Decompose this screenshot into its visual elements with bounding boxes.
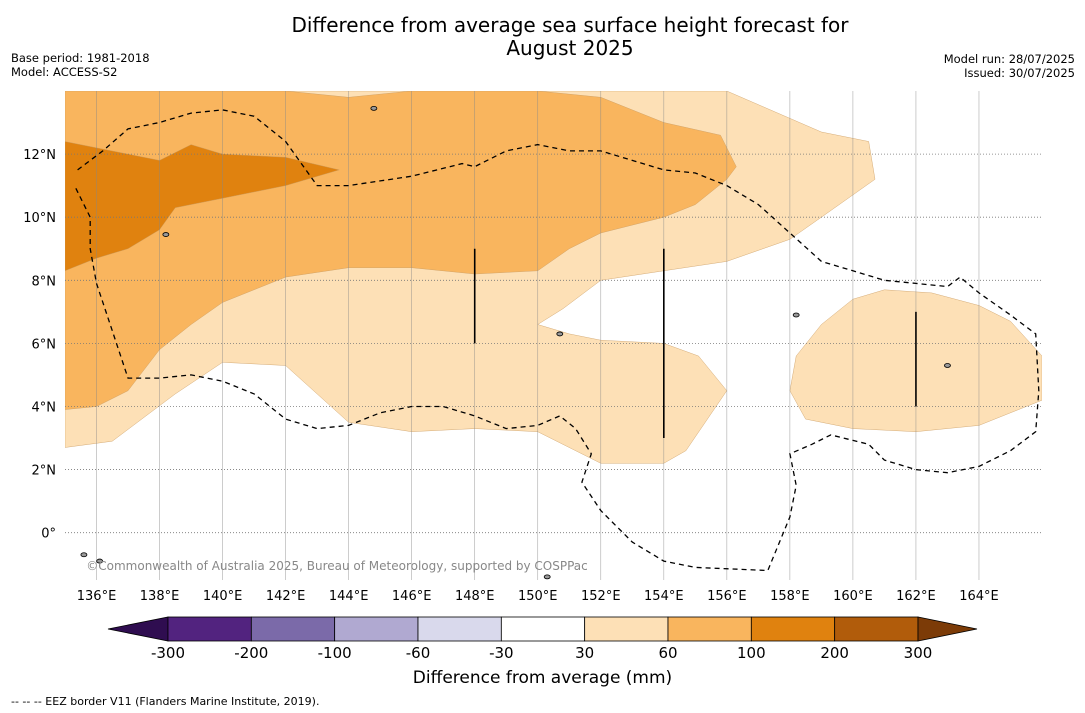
island-4 [944,363,951,368]
colorbar-tick-label: -30 [489,644,514,662]
colorbar-segment-1 [250,616,336,642]
meta-left: Base period: 1981-2018 Model: ACCESS-S2 [11,51,150,79]
x-tick-label: 148°E [455,589,495,604]
colorbar-segment-3 [417,616,502,642]
colorbar-over-arrow [917,616,978,642]
colorbar-tick-label: -60 [406,644,431,662]
island-5 [96,558,104,564]
x-tick-label: 152°E [581,589,621,604]
y-tick-label: 4°N [32,400,57,415]
title-line-1: Difference from average sea surface heig… [291,13,849,37]
x-tick-label: 142°E [266,589,306,604]
x-tick-label: 140°E [203,589,243,604]
eez-footnote: -- -- -- EEZ border V11 (Flanders Marine… [11,695,320,708]
model-label: Model: ACCESS-S2 [11,65,118,79]
watermark-text: ©Commonwealth of Australia 2025, Bureau … [86,559,588,573]
plot-area [65,91,1042,580]
meta-right: Model run: 28/07/2025 Issued: 30/07/2025 [944,52,1075,80]
base-period-label: Base period: 1981-2018 [11,51,150,65]
island-3 [792,312,800,318]
colorbar-segment-0 [167,616,252,642]
x-tick-label: 146°E [392,589,432,604]
colorbar-under-arrow [107,616,169,642]
contour-fill-100-200-0 [65,141,340,272]
colorbar-segment-6 [667,616,752,642]
colorbar-tick-label: 300 [904,644,933,662]
model-run-label: Model run: 28/07/2025 [943,52,1075,66]
eez-border-line [73,109,1040,572]
colorbar-tick-label: 30 [575,644,594,662]
y-tick-label: 6°N [32,337,57,352]
issued-label: Issued: 30/07/2025 [964,66,1075,80]
island-1 [162,232,170,237]
island-0 [370,105,378,111]
x-tick-label: 154°E [644,589,684,604]
x-tick-label: 150°E [518,589,558,604]
y-tick-label: 12°N [23,148,56,163]
chart-title: Difference from average sea surface heig… [220,14,920,60]
colorbar-segment-2 [334,616,419,642]
y-tick-label: 0° [41,527,56,542]
colorbar-tick-label: -200 [234,644,268,662]
colorbar-segment-7 [750,616,836,642]
x-tick-label: 138°E [140,589,180,604]
colorbar-label: Difference from average (mm) [412,668,673,688]
colorbar-tick-label: 60 [658,644,677,662]
colorbar-tick-label: -300 [151,644,185,662]
island-2 [556,331,564,337]
island-7 [543,574,551,580]
colorbar-segment-8 [834,616,919,642]
colorbar-tick-label: -100 [318,644,352,662]
x-tick-label: 160°E [833,589,873,604]
x-tick-label: 162°E [896,589,936,604]
colorbar-segment-5 [584,616,669,642]
y-tick-label: 8°N [32,274,57,289]
colorbar-tick-label: 200 [820,644,849,662]
island-6 [80,552,88,558]
x-tick-label: 158°E [770,589,810,604]
x-tick-label: 144°E [329,589,369,604]
x-tick-label: 156°E [707,589,747,604]
y-tick-label: 2°N [32,464,57,479]
colorbar-tick-label: 100 [737,644,766,662]
colorbar-segment-4 [500,616,586,642]
title-line-2: August 2025 [506,36,634,60]
y-tick-label: 10°N [23,211,56,226]
x-tick-label: 136°E [77,589,117,604]
x-tick-label: 164°E [959,589,999,604]
